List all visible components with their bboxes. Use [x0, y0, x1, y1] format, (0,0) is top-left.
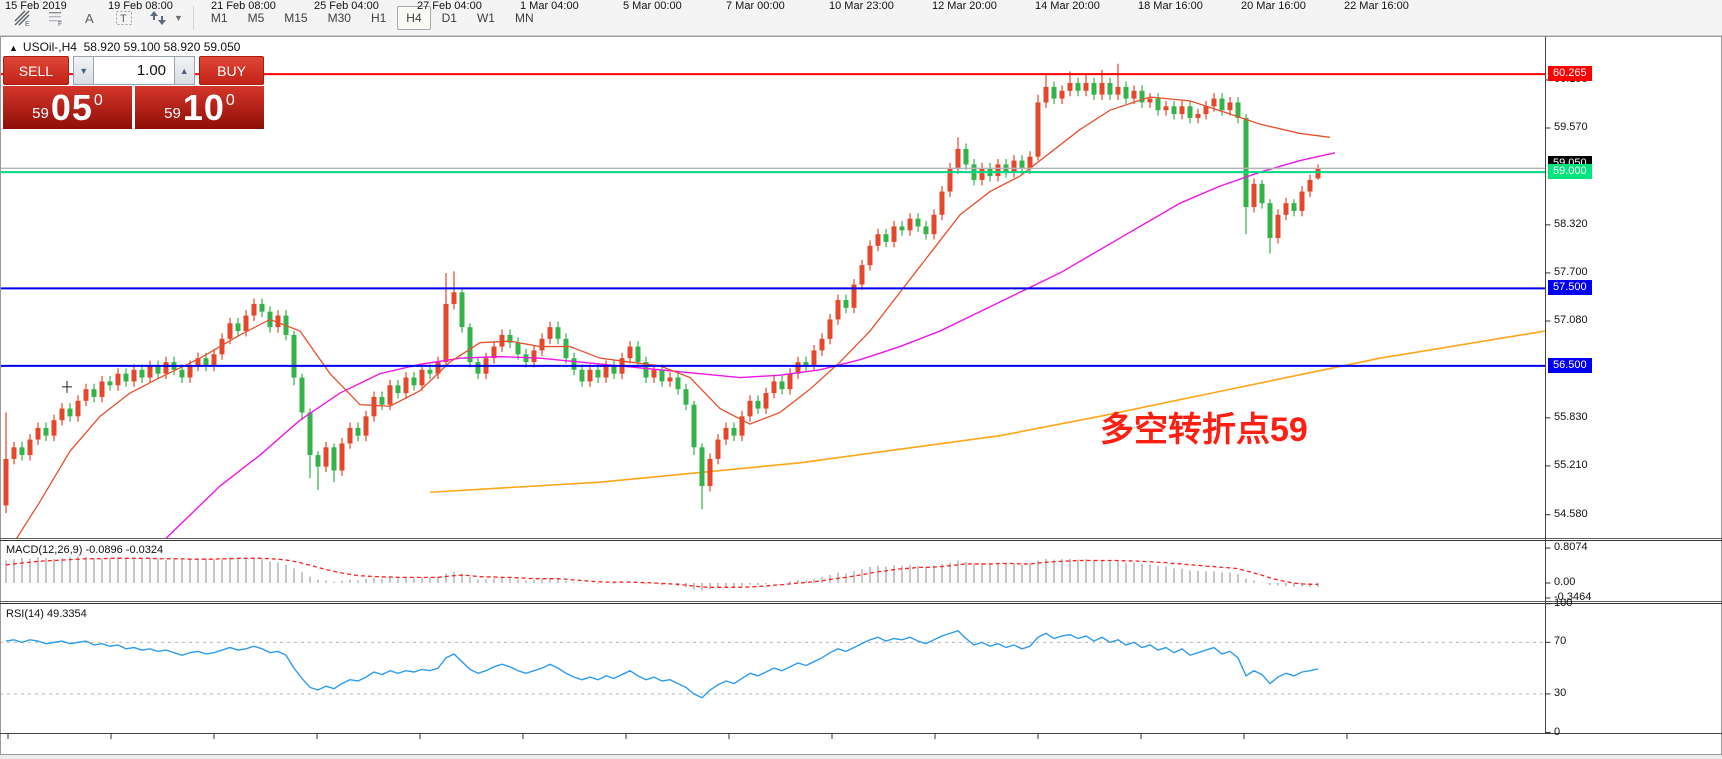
buy-price-pip: 0	[225, 91, 235, 109]
buy-button[interactable]: BUY	[199, 56, 264, 85]
main-price-panel[interactable]	[0, 63, 1545, 564]
svg-text:A: A	[85, 11, 94, 26]
svg-text:E: E	[25, 21, 30, 27]
sell-price-display[interactable]: 59 05 0	[3, 86, 132, 129]
svg-text:F: F	[58, 21, 62, 27]
timeframe-m5-button[interactable]: M5	[247, 10, 265, 25]
text-box-tool-icon[interactable]: T	[108, 4, 140, 32]
buy-price-handle: 59	[164, 105, 181, 122]
timeframe-m15-button[interactable]: M15	[284, 10, 308, 25]
one-click-trade-panel: SELL ▼ 1.00 ▲ BUY 59 05 0 59 10 0	[3, 56, 264, 129]
chevron-down-icon[interactable]: ▼	[174, 12, 183, 23]
rsi-panel[interactable]	[0, 629, 1545, 699]
buy-price-display[interactable]: 59 10 0	[135, 86, 264, 129]
fibonacci-tool-icon[interactable]: F	[40, 4, 72, 32]
text-label-tool-icon[interactable]: A	[74, 4, 106, 32]
toolbar-separator	[192, 5, 194, 30]
timeframe-mn-button[interactable]: MN	[514, 10, 534, 25]
timeframe-buttons: M1 M5 M15 M30 H1 H4 D1 W1 MN	[202, 5, 545, 30]
timeframe-d1-button[interactable]: D1	[441, 10, 457, 25]
sell-price-handle: 59	[32, 105, 49, 122]
volume-decrease-button[interactable]: ▼	[73, 56, 94, 85]
svg-text:T: T	[120, 13, 127, 25]
chart-canvas[interactable]	[0, 36, 1722, 759]
volume-increase-button[interactable]: ▲	[174, 56, 195, 85]
timeframe-m1-button[interactable]: M1	[210, 10, 228, 25]
price-divider	[132, 86, 135, 129]
timeframe-w1-button[interactable]: W1	[476, 10, 495, 25]
timeframe-m30-button[interactable]: M30	[327, 10, 351, 25]
sell-price-main: 05	[50, 86, 93, 128]
sell-price-pip: 0	[93, 91, 103, 109]
arrows-tool-icon[interactable]	[142, 4, 174, 32]
chart-region	[0, 36, 1722, 759]
timeframe-h4-button[interactable]: H4	[397, 5, 431, 30]
toolbar: E F A T ▼ M1 M5 M15 M30 H1 H4 D1 W1 MN	[0, 0, 1722, 36]
timeframe-h1-button[interactable]: H1	[370, 10, 387, 25]
buy-price-main: 10	[182, 86, 225, 128]
crosshair-marker	[62, 380, 72, 393]
macd-panel[interactable]	[5, 556, 1319, 591]
volume-input[interactable]: 1.00	[93, 56, 175, 85]
patterns-tool-icon[interactable]: E	[6, 4, 38, 32]
sell-button[interactable]: SELL	[3, 56, 69, 85]
